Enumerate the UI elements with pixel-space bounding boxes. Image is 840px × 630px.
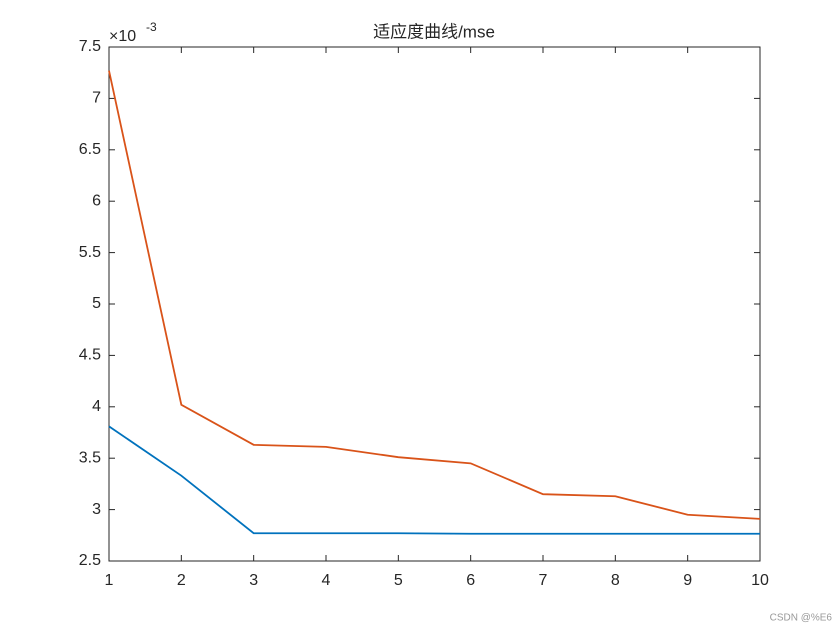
y-tick-label: 6 bbox=[92, 192, 101, 209]
series-line bbox=[108, 425, 760, 535]
series-line bbox=[108, 70, 761, 520]
x-tick-label: 2 bbox=[177, 572, 186, 589]
y-multiplier: ×10 bbox=[109, 28, 136, 45]
y-multiplier-exponent: -3 bbox=[146, 20, 157, 34]
plot-area bbox=[108, 46, 761, 562]
y-tick-label: 3.5 bbox=[79, 449, 101, 466]
x-tick-label: 6 bbox=[466, 572, 475, 589]
x-tick-label: 7 bbox=[539, 572, 548, 589]
watermark: CSDN @%E6 bbox=[770, 613, 833, 624]
y-tick-label: 7 bbox=[92, 90, 101, 107]
x-tick-label: 9 bbox=[683, 572, 692, 589]
y-tick-label: 4.5 bbox=[79, 347, 101, 364]
x-tick-label: 3 bbox=[249, 572, 258, 589]
x-tick-label: 4 bbox=[322, 572, 331, 589]
y-tick-label: 4 bbox=[92, 398, 101, 415]
y-tick-label: 3 bbox=[92, 501, 101, 518]
y-tick-label: 7.5 bbox=[79, 38, 101, 55]
x-tick-label: 10 bbox=[751, 572, 769, 589]
y-tick-label: 6.5 bbox=[79, 141, 101, 158]
y-tick-label: 2.5 bbox=[79, 552, 101, 569]
x-tick-label: 5 bbox=[394, 572, 403, 589]
x-tick-label: 8 bbox=[611, 572, 620, 589]
y-tick-label: 5.5 bbox=[79, 244, 101, 261]
x-tick-label: 1 bbox=[105, 572, 114, 589]
chart-title: 适应度曲线/mse bbox=[373, 22, 495, 41]
y-tick-label: 5 bbox=[92, 295, 101, 312]
